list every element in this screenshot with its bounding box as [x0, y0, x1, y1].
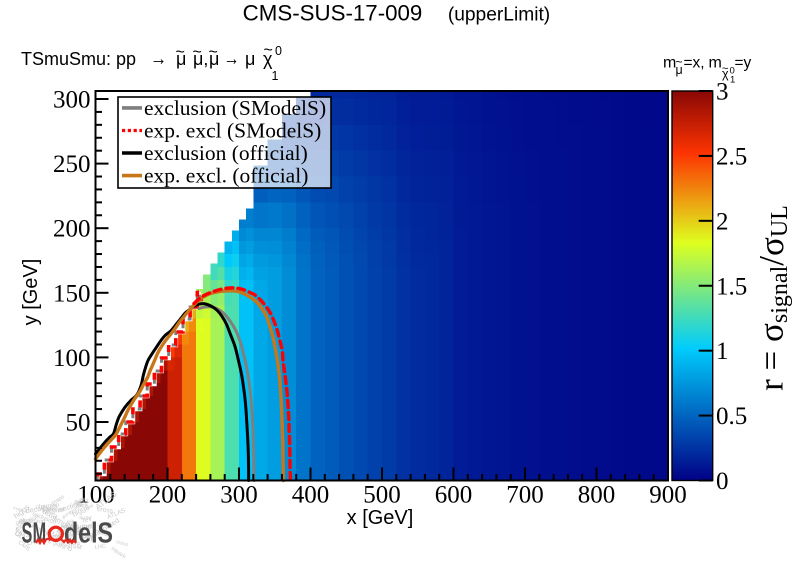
svg-text:TeV: TeV — [61, 524, 68, 529]
svg-text:1: 1 — [272, 69, 279, 83]
svg-text:UL: UL — [13, 529, 25, 541]
svg-text:exclusion: exclusion — [41, 505, 60, 514]
svg-text:2.5: 2.5 — [716, 143, 747, 170]
svg-text:→: → — [150, 48, 167, 70]
svg-text:BSM: BSM — [68, 542, 83, 551]
svg-text:500: 500 — [363, 482, 401, 509]
svg-text:limits: limits — [74, 495, 87, 507]
svg-text:CMS-SUS-17-009: CMS-SUS-17-009 — [243, 1, 423, 26]
svg-text:50: 50 — [66, 410, 91, 437]
svg-text:χ: χ — [263, 49, 273, 69]
svg-text:x [GeV]: x [GeV] — [347, 507, 414, 529]
svg-text:~: ~ — [193, 44, 202, 61]
svg-text:UL: UL — [18, 516, 29, 527]
svg-text:1.5: 1.5 — [716, 273, 747, 300]
svg-text:(upperLimit): (upperLimit) — [448, 5, 550, 26]
svg-text:~: ~ — [722, 63, 728, 75]
svg-text:200: 200 — [53, 216, 91, 243]
svg-text:SM: SM — [22, 517, 47, 549]
svg-text:800: 800 — [578, 482, 616, 509]
svg-text:300: 300 — [53, 87, 91, 114]
svg-text:~: ~ — [676, 55, 683, 69]
svg-text:exclusion (official): exclusion (official) — [144, 141, 308, 165]
svg-text:exclusion: exclusion — [19, 517, 46, 525]
svg-text:μ: μ — [209, 49, 219, 69]
svg-text:LHC: LHC — [27, 539, 41, 547]
svg-text:gluino: gluino — [52, 540, 66, 551]
svg-text:grid: grid — [80, 534, 92, 543]
svg-text:~: ~ — [176, 44, 185, 61]
svg-text:EFT: EFT — [80, 499, 89, 504]
svg-text:200: 200 — [149, 482, 187, 509]
svg-text:CMS: CMS — [15, 531, 31, 539]
svg-text:~: ~ — [264, 42, 273, 59]
svg-text:TeV: TeV — [81, 515, 94, 525]
svg-text:models: models — [73, 502, 89, 507]
svg-text:y [GeV]: y [GeV] — [20, 259, 42, 326]
svg-text:grid: grid — [70, 529, 82, 537]
svg-text:100: 100 — [53, 345, 91, 372]
svg-text:3: 3 — [716, 79, 729, 106]
svg-text:150: 150 — [53, 280, 91, 307]
svg-text:TSmuSmu: pp: TSmuSmu: pp — [21, 49, 136, 69]
svg-text:eff: eff — [58, 507, 65, 514]
svg-text:cross: cross — [115, 539, 129, 548]
svg-text:delS: delS — [64, 516, 113, 549]
svg-text:1: 1 — [730, 75, 735, 86]
svg-text:χ: χ — [722, 67, 729, 81]
svg-text:100: 100 — [77, 482, 115, 509]
svg-text:grid: grid — [85, 502, 95, 510]
svg-text:1: 1 — [716, 338, 729, 365]
svg-text:stop: stop — [73, 499, 85, 510]
svg-text:gluino: gluino — [61, 509, 73, 520]
svg-text:0.5: 0.5 — [716, 403, 747, 430]
svg-text:μ: μ — [176, 49, 186, 69]
svg-text:TeV: TeV — [51, 505, 62, 515]
svg-text:exclusion (SModelS): exclusion (SModelS) — [144, 96, 326, 120]
svg-text:cross: cross — [97, 506, 114, 515]
svg-text:exp. excl. (official): exp. excl. (official) — [144, 164, 308, 188]
svg-text:ATLAS: ATLAS — [58, 533, 75, 540]
svg-text:μ: μ — [245, 49, 255, 69]
svg-text:CMS: CMS — [81, 523, 94, 531]
svg-text:=x,: =x, — [684, 55, 705, 72]
svg-text:maps: maps — [13, 505, 24, 512]
svg-text:2: 2 — [716, 208, 729, 235]
svg-text:700: 700 — [506, 482, 544, 509]
svg-text:data: data — [79, 530, 95, 540]
svg-text:LHC: LHC — [14, 527, 26, 538]
svg-text:0: 0 — [730, 66, 735, 77]
svg-text:~: ~ — [209, 44, 218, 61]
svg-text:grid: grid — [15, 519, 26, 527]
svg-text:decay: decay — [25, 503, 46, 515]
svg-text:0: 0 — [275, 44, 282, 58]
svg-text:300: 300 — [220, 482, 258, 509]
svg-text:→: → — [224, 48, 240, 70]
svg-text:chargino: chargino — [35, 501, 60, 511]
svg-text:simplified: simplified — [93, 527, 113, 539]
svg-text:gluino: gluino — [72, 522, 92, 532]
svg-text:m: m — [663, 55, 676, 72]
svg-text:LHC: LHC — [94, 543, 106, 551]
svg-text:μ,: μ, — [193, 49, 208, 69]
svg-text:400: 400 — [292, 482, 330, 509]
svg-text:900: 900 — [649, 482, 687, 509]
svg-text:600: 600 — [435, 482, 473, 509]
svg-text:m: m — [709, 55, 722, 72]
svg-text:data: data — [69, 518, 79, 527]
svg-text:250: 250 — [53, 151, 91, 178]
svg-text:exp. excl (SModelS): exp. excl (SModelS) — [144, 119, 321, 143]
svg-text:SUSY: SUSY — [79, 515, 92, 521]
svg-text:=y: =y — [735, 55, 752, 72]
svg-text:CMS: CMS — [57, 528, 72, 537]
svg-text:0: 0 — [716, 468, 729, 495]
svg-text:μ: μ — [676, 63, 683, 77]
